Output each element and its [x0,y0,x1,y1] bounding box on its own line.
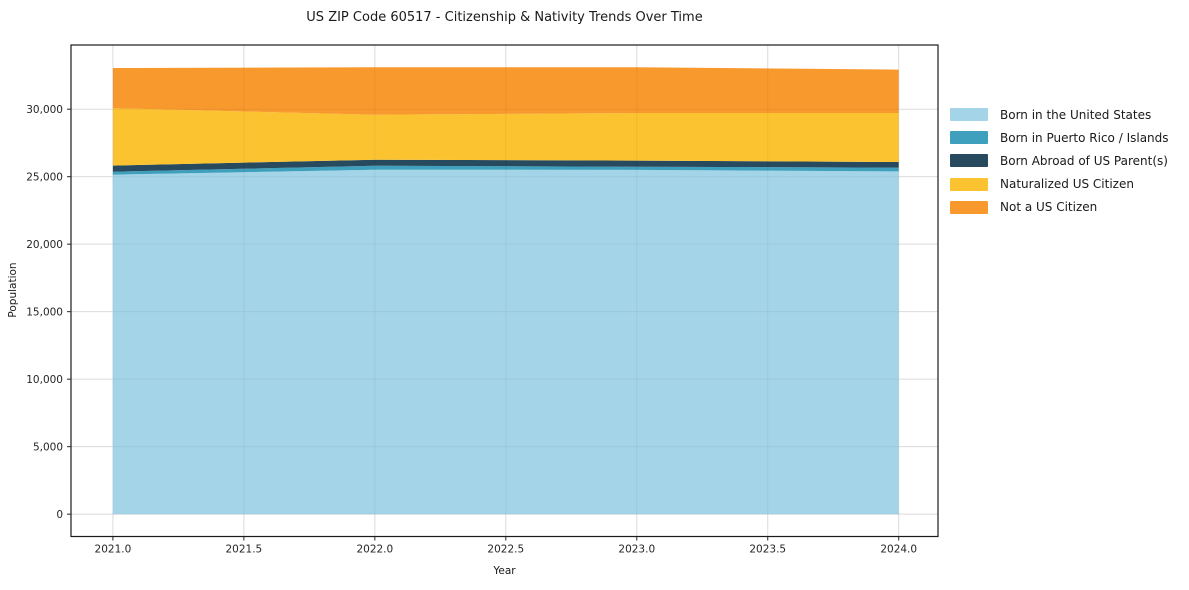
legend-label: Born in the United States [1000,107,1152,122]
legend-item-naturalized-us-citizen: Naturalized US Citizen [950,173,1169,196]
legend: Born in the United States Born in Puerto … [950,103,1169,219]
legend-item-born-in-the-united-states: Born in the United States [950,103,1169,126]
x-tick-label: 2022.0 [356,544,393,556]
y-tick-label: 20,000 [26,239,63,251]
legend-item-not-a-us-citizen: Not a US Citizen [950,196,1169,219]
y-tick-label: 15,000 [26,306,63,318]
area-born-in-the-united-states [112,169,899,515]
x-tick-label: 2022.5 [487,544,524,556]
area-naturalized-us-citizen [112,108,899,166]
plot-border [70,44,939,538]
x-tick-label: 2023.0 [618,544,655,556]
legend-swatch [950,200,988,214]
area-born-in-puerto-rico-islands [112,165,899,175]
chart-title: US ZIP Code 60517 - Citizenship & Nativi… [306,10,703,25]
legend-item-born-abroad-of-us-parent-s: Born Abroad of US Parent(s) [950,149,1169,172]
legend-label: Born Abroad of US Parent(s) [1000,153,1168,168]
area-born-abroad-of-us-parent-s [112,159,899,172]
legend-label: Naturalized US Citizen [1000,177,1134,192]
x-tick-label: 2021.5 [226,544,263,556]
legend-label: Born in Puerto Rico / Islands [1000,130,1169,145]
y-tick-label: 30,000 [26,104,63,116]
y-tick-label: 0 [56,509,63,521]
legend-label: Not a US Citizen [1000,200,1098,215]
legend-swatch [950,108,988,122]
x-tick-label: 2024.0 [880,544,917,556]
area-not-a-us-citizen [112,67,899,115]
y-axis-label: Population [7,262,19,318]
x-axis-label: Year [493,565,516,577]
legend-swatch [950,154,988,168]
x-tick-label: 2021.0 [95,544,132,556]
legend-swatch [950,131,988,145]
x-tick-label: 2023.5 [749,544,786,556]
legend-swatch [950,177,988,191]
y-tick-label: 25,000 [26,171,63,183]
y-tick-label: 10,000 [26,374,63,386]
y-tick-label: 5,000 [33,441,63,453]
legend-item-born-in-puerto-rico-islands: Born in Puerto Rico / Islands [950,126,1169,149]
